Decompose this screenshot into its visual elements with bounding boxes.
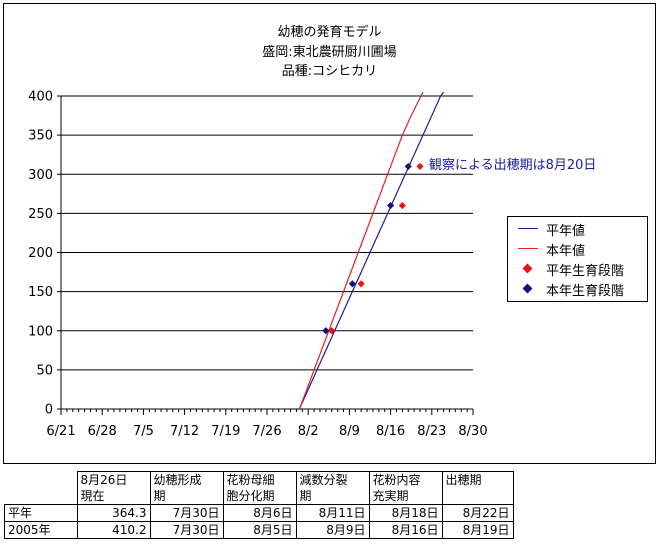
chart-title-line-1: 幼穂の発育モデル	[277, 25, 382, 40]
table-cell: 8月11日	[295, 504, 370, 522]
table-header-cell: 花粉母細 胞分化期	[222, 471, 297, 505]
y-tick-label: 50	[36, 363, 53, 378]
chart-legend: 平年値 本年値 平年生育段階 本年生育段階	[507, 216, 648, 302]
y-tick-label: 150	[28, 285, 53, 300]
table-cell: 410.2	[76, 521, 151, 539]
table-row: 平年 364.3 7月30日 8月6日 8月11日 8月18日 8月22日	[4, 504, 514, 522]
table-header-cell: 花粉内容 充実期	[368, 471, 443, 505]
table-header-row: 8月26日 現在 幼穂形成 期 花粉母細 胞分化期 減数分裂 期 花粉内容 充実…	[5, 471, 514, 505]
legend-line-blue-icon	[518, 228, 538, 229]
table-row: 2005年 410.2 7月30日 8月5日 8月9日 8月16日 8月19日	[4, 521, 514, 539]
x-tick-label: 7/26	[252, 424, 281, 439]
series-marker	[398, 201, 406, 210]
x-tick-label: 8/23	[417, 424, 446, 439]
x-tick-label: 7/12	[170, 424, 199, 439]
table-cell: 8月18日	[368, 504, 443, 522]
legend-item-heinen-stage: 平年生育段階	[508, 259, 647, 279]
series-marker	[404, 162, 412, 171]
table-header-cell: 出穂期	[441, 471, 514, 505]
series-marker	[416, 162, 424, 171]
y-tick-label: 200	[28, 246, 53, 261]
chart-plot-svg: 0 50 100 150 200 250 300 350 400 6/21 6/28 7/5 7/12 7…	[28, 90, 487, 440]
x-tick-label: 8/9	[339, 424, 360, 439]
table-cell: 8月16日	[368, 521, 443, 539]
chart-area: 幼穂の発育モデル 盛岡:東北農研厨川圃場 品種:コシヒカリ 0 50 100 150 2…	[3, 3, 656, 464]
table-header-cell: 8月26日 現在	[76, 471, 151, 505]
legend-item-honnen-stage: 本年生育段階	[508, 279, 647, 299]
series-marker	[322, 327, 330, 335]
legend-label: 本年生育段階	[546, 284, 625, 299]
x-tick-label: 6/21	[46, 424, 75, 439]
chart-title-line-3: 品種:コシヒカリ	[281, 64, 378, 79]
series-marker	[328, 327, 336, 335]
table-cell: 364.3	[76, 504, 151, 522]
chart-title-line-2: 盛岡:東北農研厨川圃場	[262, 45, 397, 60]
table-cell: 8月5日	[222, 521, 297, 539]
x-tick-label: 7/19	[211, 424, 240, 439]
series-marker	[387, 201, 395, 210]
y-tick-label: 100	[28, 324, 53, 339]
x-tick-label: 7/5	[133, 424, 154, 439]
x-tick-label: 8/2	[298, 424, 319, 439]
legend-item-heinen-line: 平年値	[508, 219, 647, 239]
series-marker	[357, 280, 365, 288]
table-cell: 8月22日	[441, 504, 514, 522]
stage-table: 8月26日 現在 幼穂形成 期 花粉母細 胞分化期 減数分裂 期 花粉内容 充実…	[4, 471, 514, 539]
legend-line-red-icon	[518, 248, 538, 249]
table-cell: 8月6日	[222, 504, 297, 522]
heading-annotation: 観察による出穂期は8月20日	[429, 158, 597, 173]
y-tick-label: 250	[28, 207, 53, 222]
y-tick-label: 350	[28, 129, 53, 144]
y-tick-label: 300	[28, 168, 53, 183]
series-line	[298, 92, 424, 409]
table-cell: 2005年	[4, 521, 78, 539]
x-tick-label: 8/30	[458, 424, 487, 439]
legend-diamond-navy-icon	[522, 283, 533, 294]
legend-item-honnen-line: 本年値	[508, 239, 647, 259]
table-header-cell: 幼穂形成 期	[149, 471, 224, 505]
legend-label: 平年値	[546, 224, 586, 239]
x-tick-label: 6/28	[88, 424, 117, 439]
legend-diamond-red-icon	[522, 263, 533, 274]
series-marker	[348, 280, 356, 288]
table-cell: 7月30日	[149, 521, 224, 539]
legend-label: 本年値	[546, 244, 586, 259]
table-cell: 8月19日	[441, 521, 514, 539]
table-cell: 7月30日	[149, 504, 224, 522]
y-tick-label: 400	[28, 90, 53, 105]
table-header-cell	[5, 472, 78, 505]
legend-label: 平年生育段階	[546, 264, 625, 279]
series-line	[298, 92, 445, 409]
table-cell: 8月9日	[295, 521, 370, 539]
table-header-cell: 減数分裂 期	[295, 471, 370, 505]
x-tick-label: 8/16	[376, 424, 405, 439]
table-cell: 平年	[4, 504, 78, 522]
y-tick-label: 0	[45, 403, 53, 418]
